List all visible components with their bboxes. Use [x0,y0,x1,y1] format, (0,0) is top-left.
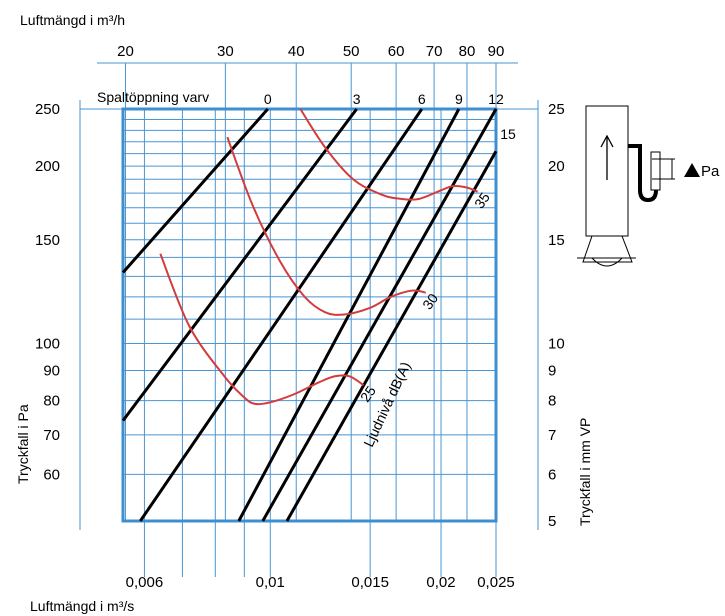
top-tick-label: 30 [217,43,234,60]
bottom-tick-label: 0,015 [351,574,389,591]
left-tick-label: 100 [35,336,60,353]
opening-label-3: 3 [353,91,361,107]
pressure-tube [628,144,658,203]
sound-label-25: 25 [357,383,379,405]
sound-curve-35 [299,108,478,201]
right-tick-label: 7 [548,427,556,444]
left-tick-label: 70 [43,427,60,444]
right-tick-label: 8 [548,393,556,410]
opening-line-0 [121,108,269,274]
top-tick-label: 80 [459,43,476,60]
opening-title: Spaltöppning varv [97,89,209,105]
top-tick-label: 50 [343,43,360,60]
pressure-label: Pa [701,163,720,180]
right-tick-label: 25 [548,101,565,118]
left-tick-label: 90 [43,363,60,380]
top-tick-label: 20 [117,43,134,60]
bottom-axis-title: Luftmängd i m³/s [30,598,134,614]
opening-lines [121,108,498,522]
grid [79,62,539,577]
top-tick-label: 40 [288,43,305,60]
right-tick-label: 9 [548,363,556,380]
left-tick-label: 250 [35,101,60,118]
bottom-tick-label: 0,01 [256,574,285,591]
top-tick-label: 90 [488,43,505,60]
opening-line-3 [121,108,358,422]
left-tick-label: 80 [43,393,60,410]
left-tick-label: 60 [43,466,60,483]
right-tick-label: 5 [548,513,556,530]
right-tick-label: 15 [548,232,565,249]
opening-label-12: 12 [488,91,504,107]
opening-label-0: 0 [264,91,272,107]
opening-label-9: 9 [455,91,463,107]
opening-label-6: 6 [418,91,426,107]
triangle-icon [684,163,700,177]
right-tick-label: 10 [548,336,565,353]
left-axis-title: Tryckfall i Pa [15,404,31,484]
sound-label-30: 30 [419,290,441,312]
right-axis-title: Tryckfall i mm VP [577,418,593,526]
opening-label-15: 15 [500,126,516,142]
top-tick-label: 70 [426,43,443,60]
damper-inset: Pa [577,105,720,267]
sound-curves [159,108,478,406]
top-tick-label: 60 [388,43,405,60]
sound-curve-25 [159,253,365,406]
opening-line-6 [139,108,424,522]
left-tick-label: 150 [35,232,60,249]
right-tick-label: 6 [548,466,556,483]
up-arrow-head [600,134,614,148]
opening-line-9 [237,108,461,522]
sound-curve-30 [226,136,426,316]
right-tick-label: 20 [548,158,565,175]
bottom-tick-label: 0,006 [126,574,164,591]
manometer [650,151,661,191]
bottom-tick-label: 0,025 [477,574,515,591]
opening-line-12 [261,108,498,522]
diffuser [582,235,633,263]
left-tick-label: 200 [35,158,60,175]
diffuser-cone [591,257,623,267]
bottom-tick-label: 0,02 [426,574,455,591]
opening-line-15 [285,150,498,522]
top-axis-title: Luftmängd i m³/h [20,12,125,28]
plot-frame [121,107,498,523]
